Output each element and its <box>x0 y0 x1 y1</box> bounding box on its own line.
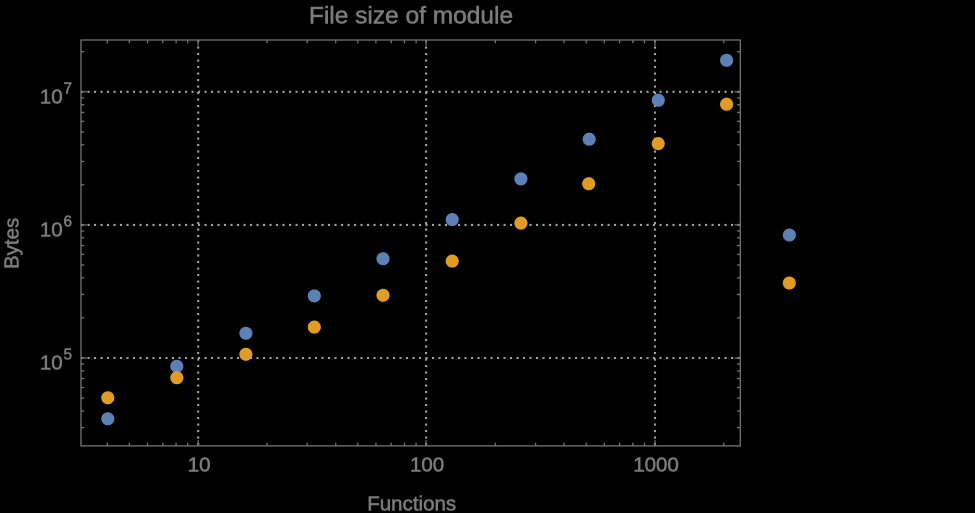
svg-text:1000: 1000 <box>633 453 679 476</box>
svg-text:10: 10 <box>40 219 63 242</box>
svg-text:10: 10 <box>188 453 211 476</box>
svg-text:Functions: Functions <box>367 493 456 513</box>
svg-text:7: 7 <box>64 80 73 97</box>
svg-text:File size of module: File size of module <box>309 3 513 30</box>
svg-text:6: 6 <box>64 213 73 230</box>
svg-text:Bytes: Bytes <box>0 218 23 269</box>
svg-text:5: 5 <box>64 347 73 364</box>
svg-text:100: 100 <box>410 453 444 476</box>
svg-text:10: 10 <box>40 85 63 108</box>
svg-text:10: 10 <box>40 352 63 375</box>
